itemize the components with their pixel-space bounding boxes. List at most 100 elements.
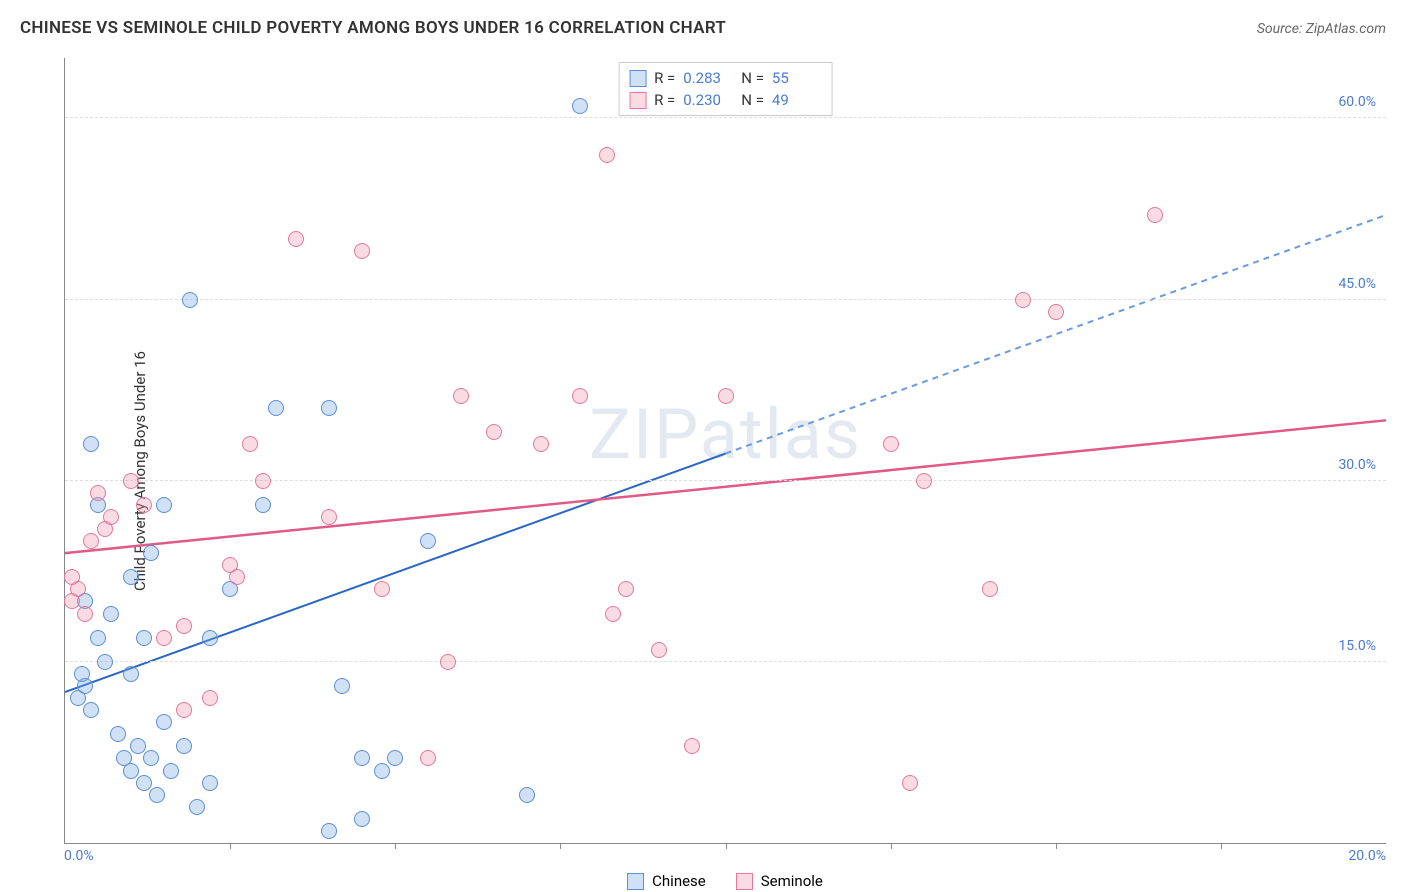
data-point	[354, 243, 370, 259]
data-point	[156, 497, 172, 513]
data-point	[718, 388, 734, 404]
stat-key: R =	[654, 91, 675, 109]
stat-key: N =	[741, 91, 764, 109]
data-point	[143, 545, 159, 561]
data-point	[103, 509, 119, 525]
data-point	[123, 569, 139, 585]
data-point	[618, 581, 634, 597]
data-point	[354, 811, 370, 827]
data-point	[420, 750, 436, 766]
data-point	[149, 787, 165, 803]
x-tick-label: 0.0%	[64, 848, 94, 864]
x-tick-label: 20.0%	[1348, 848, 1386, 864]
data-point	[321, 400, 337, 416]
data-point	[321, 823, 337, 839]
data-point	[255, 497, 271, 513]
data-point	[1015, 292, 1031, 308]
data-point	[916, 473, 932, 489]
data-point	[64, 569, 80, 585]
source-label: Source: ZipAtlas.com	[1257, 21, 1386, 37]
data-point	[110, 726, 126, 742]
watermark: ZIPatlas	[589, 394, 862, 476]
data-point	[202, 630, 218, 646]
trend-lines	[65, 58, 1386, 843]
data-point	[982, 581, 998, 597]
data-point	[242, 436, 258, 452]
data-point	[156, 714, 172, 730]
data-point	[123, 473, 139, 489]
series-legend: Chinese Seminole	[64, 872, 1386, 890]
data-point	[321, 509, 337, 525]
data-point	[77, 606, 93, 622]
data-point	[605, 606, 621, 622]
data-point	[83, 702, 99, 718]
stat-value: 49	[772, 91, 822, 109]
stat-key: N =	[741, 69, 764, 87]
stat-value: 55	[772, 69, 822, 87]
legend-label: Chinese	[652, 872, 706, 890]
data-point	[156, 630, 172, 646]
data-point	[1147, 207, 1163, 223]
data-point	[902, 775, 918, 791]
stats-row: R = 0.230 N = 49	[629, 89, 822, 111]
data-point	[83, 436, 99, 452]
data-point	[136, 497, 152, 513]
data-point	[334, 678, 350, 694]
data-point	[189, 799, 205, 815]
gridline	[65, 117, 1386, 118]
stat-value: 0.230	[683, 91, 733, 109]
data-point	[651, 642, 667, 658]
data-point	[453, 388, 469, 404]
y-tick-label: 45.0%	[1338, 276, 1376, 292]
data-point	[143, 750, 159, 766]
data-point	[229, 569, 245, 585]
data-point	[130, 738, 146, 754]
data-point	[103, 606, 119, 622]
data-point	[176, 702, 192, 718]
y-tick-label: 30.0%	[1338, 457, 1376, 473]
data-point	[572, 98, 588, 114]
stat-value: 0.283	[683, 69, 733, 87]
data-point	[97, 654, 113, 670]
data-point	[519, 787, 535, 803]
data-point	[420, 533, 436, 549]
legend-swatch	[627, 873, 644, 890]
data-point	[268, 400, 284, 416]
data-point	[136, 775, 152, 791]
y-tick-label: 15.0%	[1338, 638, 1376, 654]
data-point	[202, 690, 218, 706]
legend-swatch	[629, 70, 646, 87]
data-point	[182, 292, 198, 308]
data-point	[486, 424, 502, 440]
legend-swatch	[629, 92, 646, 109]
gridline	[65, 661, 1386, 662]
data-point	[599, 147, 615, 163]
chart-container: Child Poverty Among Boys Under 16 ZIPatl…	[12, 50, 1394, 892]
data-point	[288, 231, 304, 247]
data-point	[202, 775, 218, 791]
stats-legend: R = 0.283 N = 55 R = 0.230 N = 49	[618, 62, 833, 116]
y-tick-label: 60.0%	[1338, 94, 1376, 110]
data-point	[176, 738, 192, 754]
data-point	[440, 654, 456, 670]
data-point	[374, 763, 390, 779]
stat-key: R =	[654, 69, 675, 87]
data-point	[83, 533, 99, 549]
data-point	[136, 630, 152, 646]
data-point	[883, 436, 899, 452]
data-point	[387, 750, 403, 766]
data-point	[90, 485, 106, 501]
gridline	[65, 299, 1386, 300]
data-point	[123, 763, 139, 779]
stats-row: R = 0.283 N = 55	[629, 67, 822, 89]
data-point	[1048, 304, 1064, 320]
data-point	[176, 618, 192, 634]
plot-area: ZIPatlas R = 0.283 N = 55 R = 0.230 N = 49 15.0…	[64, 58, 1386, 844]
data-point	[374, 581, 390, 597]
data-point	[255, 473, 271, 489]
x-axis-labels: 0.0% 20.0%	[64, 848, 1386, 868]
legend-item: Seminole	[736, 872, 823, 890]
data-point	[90, 630, 106, 646]
data-point	[354, 750, 370, 766]
chart-title: CHINESE VS SEMINOLE CHILD POVERTY AMONG …	[20, 18, 726, 38]
